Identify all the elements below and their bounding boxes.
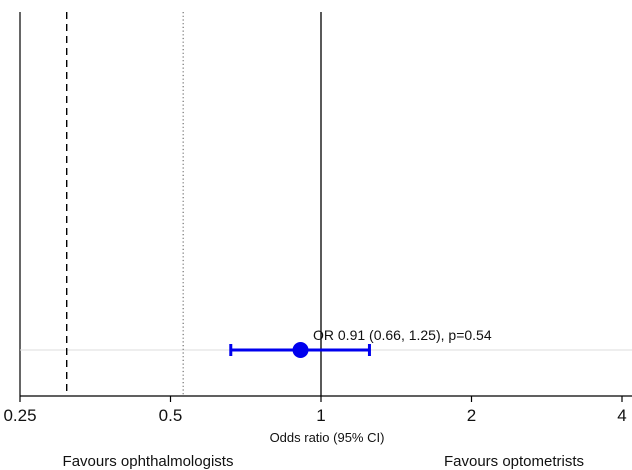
x-axis-ticks: 0.25 0.5 1 2 4 xyxy=(3,396,627,425)
x-tick-label: 0.5 xyxy=(159,406,183,425)
favours-right-label: Favours optometrists xyxy=(444,453,584,470)
x-axis-title: Odds ratio (95% CI) xyxy=(270,430,385,445)
favours-left-label: Favours ophthalmologists xyxy=(63,453,234,470)
x-tick-label: 4 xyxy=(617,406,626,425)
x-tick-label: 2 xyxy=(467,406,476,425)
reference-lines xyxy=(66,12,322,396)
odds-ratio-annotation: OR 0.91 (0.66, 1.25), p=0.54 xyxy=(313,327,492,343)
x-tick-label: 1 xyxy=(316,406,325,425)
x-tick-label: 0.25 xyxy=(3,406,36,425)
estimate-marks xyxy=(229,342,371,358)
odds-ratio-point xyxy=(292,342,309,358)
